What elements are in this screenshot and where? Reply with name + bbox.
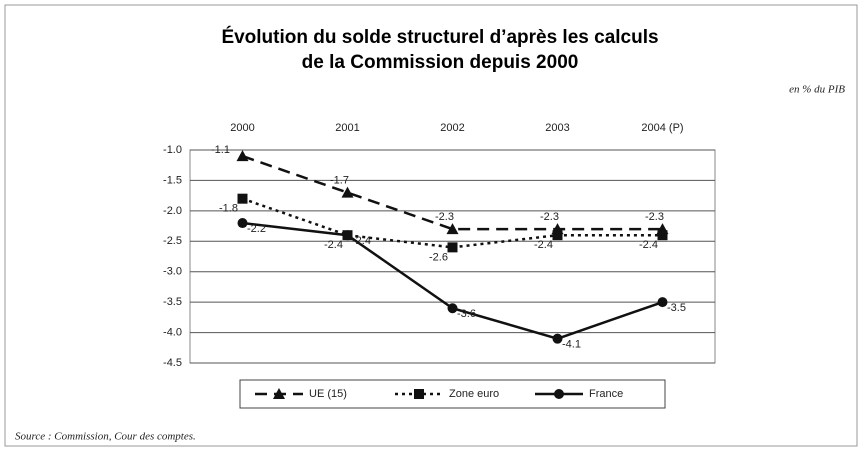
plot-area xyxy=(189,149,716,364)
data-label: -3.5 xyxy=(667,302,686,314)
y-tick-label: -2.5 xyxy=(163,235,182,247)
y-tick-label: -1.0 xyxy=(163,144,182,156)
legend-marker xyxy=(554,389,564,399)
data-label: -1.8 xyxy=(219,203,238,215)
y-tick-label: -3.0 xyxy=(163,266,182,278)
marker xyxy=(237,218,248,229)
data-label: -2.4 xyxy=(352,235,371,247)
data-label: -2.4 xyxy=(324,239,343,251)
marker xyxy=(236,150,249,162)
x-tick-label: 2002 xyxy=(440,122,464,134)
x-tick-label: 2000 xyxy=(230,122,254,134)
data-label: -2.6 xyxy=(429,251,448,263)
data-label: -1.1 xyxy=(211,144,230,156)
data-label: -3.6 xyxy=(457,308,476,320)
legend-label: France xyxy=(589,388,623,400)
data-label: -2.3 xyxy=(645,211,664,223)
legend-box xyxy=(239,379,666,409)
source: Source : Commission, Cour des comptes. xyxy=(15,431,196,443)
data-label: -1.7 xyxy=(330,175,349,187)
marker xyxy=(657,230,668,241)
frame xyxy=(4,4,858,447)
unit-label: en % du PIB xyxy=(789,84,845,96)
y-tick-label: -1.5 xyxy=(163,174,182,186)
x-tick-label: 2001 xyxy=(335,122,359,134)
y-tick-label: -4.5 xyxy=(163,357,182,369)
y-tick-label: -2.0 xyxy=(163,205,182,217)
data-label: -2.3 xyxy=(540,211,559,223)
data-label: -2.4 xyxy=(639,239,658,251)
marker xyxy=(237,193,248,204)
data-label: -4.1 xyxy=(562,339,581,351)
x-tick-label: 2003 xyxy=(545,122,569,134)
marker xyxy=(446,223,459,235)
marker xyxy=(341,186,354,198)
series-line xyxy=(242,197,663,249)
y-tick-label: -4.0 xyxy=(163,326,182,338)
marker xyxy=(447,303,458,314)
series-line xyxy=(242,154,663,231)
data-label: -2.3 xyxy=(435,211,454,223)
chart-title: Évolution du solde structurel d’après le… xyxy=(221,26,658,48)
data-label: -2.2 xyxy=(247,223,266,235)
marker xyxy=(657,297,668,308)
x-tick-label: 2004 (P) xyxy=(641,122,683,134)
legend-marker xyxy=(273,388,285,399)
data-label: -2.4 xyxy=(534,239,553,251)
marker xyxy=(552,333,563,344)
marker xyxy=(342,230,353,241)
legend-marker xyxy=(414,389,424,399)
chart-title: de la Commission depuis 2000 xyxy=(302,52,579,73)
marker xyxy=(552,230,563,241)
y-tick-label: -3.5 xyxy=(163,296,182,308)
marker xyxy=(447,242,458,253)
legend-label: Zone euro xyxy=(449,388,499,400)
legend-label: UE (15) xyxy=(309,388,347,400)
